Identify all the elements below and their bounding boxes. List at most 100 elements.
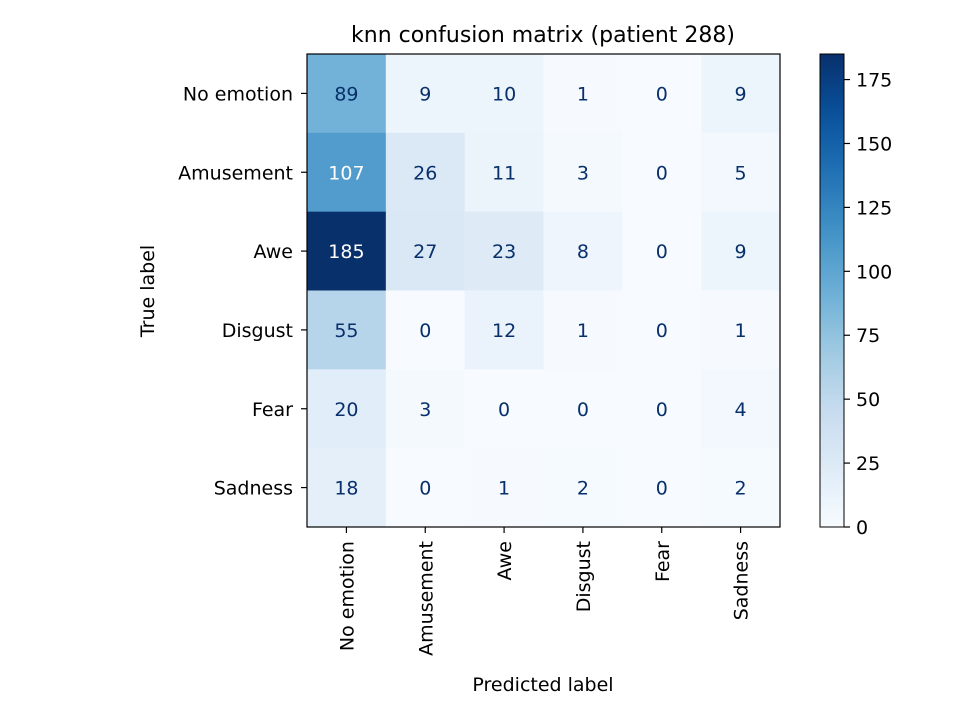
- heatmap-cell: [307, 132, 387, 213]
- x-tick-label: Amusement: [415, 541, 437, 656]
- cell-value: 0: [656, 241, 668, 263]
- cell-value: 0: [656, 162, 668, 184]
- heatmap-cell: [701, 211, 781, 291]
- colorbar-tick-label: 0: [856, 517, 868, 539]
- heatmap-cell: [543, 132, 623, 213]
- x-axis-ticks: No emotion Amusement Awe Disgust Fear Sadness: [336, 527, 753, 656]
- y-tick-label: Awe: [254, 241, 293, 263]
- heatmap-cell: [385, 369, 466, 449]
- chart-title: knn confusion matrix (patient 288): [351, 23, 735, 48]
- heatmap-cell: [622, 448, 702, 528]
- plot-frame: [306, 53, 781, 528]
- heatmap-cell: [622, 290, 702, 370]
- cell-value: 185: [328, 241, 364, 263]
- heatmap-cell: [385, 54, 466, 134]
- cell-value: 4: [735, 399, 747, 421]
- colorbar-tick-label: 100: [856, 261, 892, 283]
- cell-value: 0: [419, 320, 431, 342]
- cell-value: 0: [577, 399, 589, 421]
- heatmap-cell: [701, 290, 781, 370]
- y-axis-label: True label: [137, 245, 159, 338]
- cell-value: 89: [334, 83, 358, 105]
- colorbar-tick-label: 75: [856, 325, 880, 347]
- colorbar-tick-label: 175: [856, 70, 892, 92]
- cell-value: 1: [498, 478, 510, 500]
- x-axis-label: Predicted label: [472, 674, 613, 696]
- heatmap-cell: [622, 54, 702, 134]
- heatmap-cells: [307, 54, 781, 528]
- cell-value: 2: [577, 478, 589, 500]
- colorbar: [819, 53, 845, 528]
- colorbar-tick-label: 25: [856, 453, 880, 475]
- heatmap-cell: [307, 54, 387, 134]
- heatmap-cell: [307, 448, 387, 528]
- cell-value: 12: [492, 320, 516, 342]
- cell-value: 26: [413, 162, 437, 184]
- heatmap-cell: [307, 369, 387, 449]
- cell-value: 9: [419, 83, 431, 105]
- heatmap-cell: [701, 132, 781, 213]
- cell-value: 1: [735, 320, 747, 342]
- x-tick-label: Disgust: [573, 541, 595, 612]
- heatmap-cell: [543, 448, 623, 528]
- x-tick-label: Sadness: [731, 541, 753, 620]
- heatmap-cell: [385, 132, 466, 213]
- cell-value: 0: [656, 478, 668, 500]
- cell-value: 1: [577, 320, 589, 342]
- cell-value: 27: [413, 241, 437, 263]
- x-tick-label: No emotion: [336, 541, 358, 651]
- heatmap-cell: [385, 211, 466, 291]
- heatmap-cell: [464, 54, 544, 134]
- heatmap-cell: [464, 132, 544, 213]
- heatmap-cell: [701, 369, 781, 449]
- cell-value: 107: [328, 162, 364, 184]
- cell-value: 11: [492, 162, 516, 184]
- colorbar-tick-label: 150: [856, 133, 892, 155]
- colorbar-tick-label: 125: [856, 197, 892, 219]
- cell-value: 9: [735, 83, 747, 105]
- heatmap-cell: [543, 369, 623, 449]
- heatmap-cell: [622, 132, 702, 213]
- y-tick-label: Amusement: [178, 162, 293, 184]
- heatmap-cell: [307, 290, 387, 370]
- y-axis-ticks: No emotion Amusement Awe Disgust Fear Sadness: [178, 83, 307, 500]
- heatmap-cell: [622, 211, 702, 291]
- cell-value: 1: [577, 83, 589, 105]
- cell-value: 18: [334, 478, 358, 500]
- heatmap-cell: [464, 448, 544, 528]
- y-tick-label: Disgust: [222, 320, 293, 342]
- cell-value: 0: [656, 399, 668, 421]
- heatmap-cell: [701, 54, 781, 134]
- heatmap-cell: [464, 369, 544, 449]
- cell-value: 20: [334, 399, 358, 421]
- heatmap-cell: [543, 54, 623, 134]
- cell-value: 0: [656, 83, 668, 105]
- cell-value: 3: [419, 399, 431, 421]
- heatmap-cell: [385, 290, 466, 370]
- cell-value: 2: [735, 478, 747, 500]
- y-tick-label: Sadness: [214, 478, 293, 500]
- cell-value: 0: [498, 399, 510, 421]
- heatmap-cell: [622, 369, 702, 449]
- heatmap-cell: [543, 290, 623, 370]
- cell-value: 55: [334, 320, 358, 342]
- y-tick-label: Fear: [252, 399, 293, 421]
- cell-value: 0: [656, 320, 668, 342]
- colorbar-tick-label: 50: [856, 389, 880, 411]
- colorbar-ticks: 0 25 50 75 100 125 150 175: [844, 70, 892, 539]
- heatmap-cell: [464, 211, 544, 291]
- heatmap-cell: [464, 290, 544, 370]
- heatmap-cell: [543, 211, 623, 291]
- cell-value: 9: [735, 241, 747, 263]
- cell-value: 3: [577, 162, 589, 184]
- heatmap-cell: [307, 211, 387, 291]
- cell-value: 0: [419, 478, 431, 500]
- cell-value: 23: [492, 241, 516, 263]
- cell-value: 10: [492, 83, 516, 105]
- x-tick-label: Fear: [652, 541, 674, 582]
- x-tick-label: Awe: [494, 541, 516, 580]
- heatmap-cell: [701, 448, 781, 528]
- cell-value: 8: [577, 241, 589, 263]
